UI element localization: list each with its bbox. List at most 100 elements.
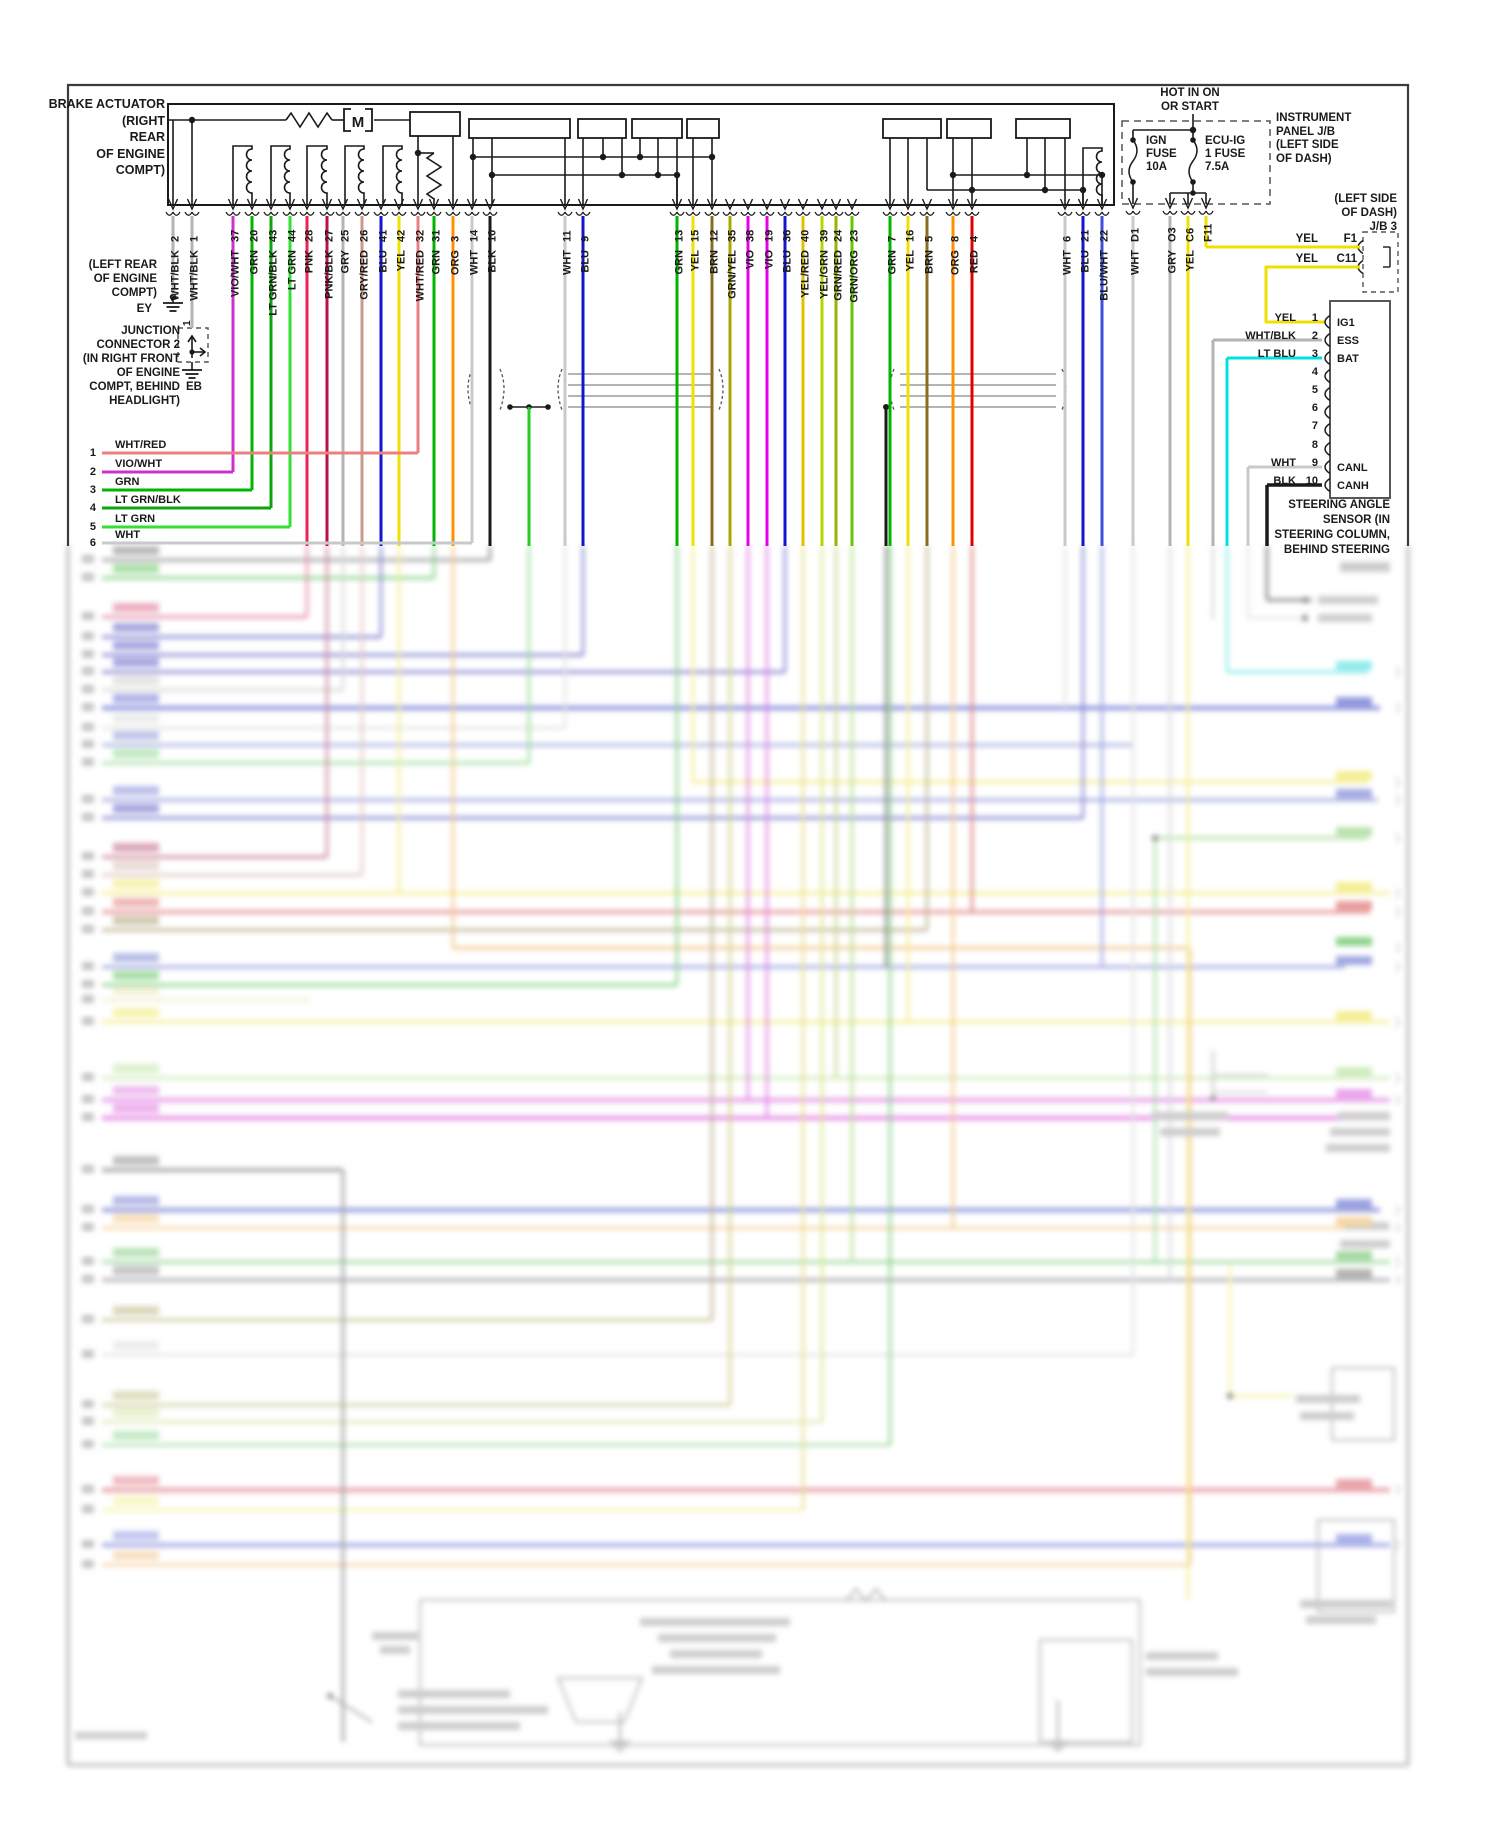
blurred-pin-number <box>82 1400 94 1408</box>
blurred-wire-label <box>113 1476 159 1485</box>
junction-dot <box>949 171 957 179</box>
blurred-wire-label <box>113 1156 159 1165</box>
pin-arrow <box>884 198 896 211</box>
pin-arrow <box>1059 198 1071 211</box>
blurred-pin-number <box>82 685 94 693</box>
ey-ground-label: EY <box>136 303 152 315</box>
blurred-wire-label <box>113 861 159 870</box>
blurred-component-box <box>1317 1519 1395 1613</box>
resistor-h <box>285 111 333 129</box>
pin-color-label: GRN/ORG <box>849 250 861 303</box>
pin-connector-arcs <box>225 211 241 216</box>
pin-number: 3 <box>450 236 462 242</box>
pin-arrow <box>393 198 405 211</box>
blurred-pin-number <box>82 813 94 821</box>
solenoid-coil <box>382 145 403 205</box>
blurred-wire-label <box>113 916 159 925</box>
component-box <box>468 118 571 139</box>
pin-number: 44 <box>287 229 299 242</box>
junction-dot <box>1301 596 1309 604</box>
blurred-wire-label <box>113 1531 159 1540</box>
pin-color-label: BLK <box>487 250 499 273</box>
blurred-wire-label <box>113 1408 159 1417</box>
jc2-pin-number: 1 <box>182 320 193 326</box>
blurred-wire-label <box>113 731 159 740</box>
junction-connector2-box <box>177 327 209 363</box>
component-box <box>882 118 942 139</box>
pin-connector-arcs <box>844 211 860 216</box>
pin-color-label: GRN <box>887 250 899 275</box>
pin-number: C6 <box>1185 228 1197 242</box>
junction-dot <box>507 404 513 410</box>
blurred-wire-label <box>113 1196 159 1205</box>
pin-connector-arcs <box>445 211 461 216</box>
pin-connector-arcs <box>740 211 756 216</box>
ign-fuse-label: IGN FUSE 10A <box>1146 135 1177 173</box>
blurred-wire-label <box>1336 1199 1372 1208</box>
sensor-wire-color: WHT/BLK <box>1245 330 1296 342</box>
blurred-wire-label <box>1336 901 1372 910</box>
pin-color-label: WHT/RED <box>415 250 427 301</box>
junction-dot <box>1079 186 1087 194</box>
pin-arrow <box>301 198 313 211</box>
blurred-text <box>1318 596 1378 604</box>
pin-color-label: ORG <box>450 250 462 275</box>
blurred-chevrons <box>845 1587 887 1603</box>
blurred-wire-label <box>1336 771 1372 780</box>
pin-connector-arcs <box>1125 210 1141 215</box>
sensor-wire-color: LT BLU <box>1258 348 1296 360</box>
blurred-wire-label <box>1336 1269 1372 1278</box>
structure: M1 <box>66 83 1410 546</box>
blurred-wire-label <box>113 1431 159 1440</box>
blurred-text <box>1340 1240 1390 1248</box>
pin-number: 14 <box>469 229 481 242</box>
pin-number: 31 <box>431 230 443 242</box>
pin-number: 23 <box>849 230 861 242</box>
pin-connector-arcs <box>1094 211 1110 216</box>
blurred-pin-number <box>82 723 94 731</box>
pin-arrow <box>337 198 349 211</box>
pin-number: 13 <box>674 230 686 242</box>
blurred-text <box>380 1646 410 1654</box>
sensor-wire-color: YEL <box>1275 312 1297 324</box>
pin-arrow <box>1182 197 1194 210</box>
sensor-pin-number: 1 <box>1312 312 1318 324</box>
blurred-wire-label <box>113 694 159 703</box>
blurred-wire-label <box>113 843 159 852</box>
c11-pin-label: C11 <box>1336 253 1357 265</box>
pin-number: 42 <box>396 230 408 242</box>
blurred-wire-label <box>1336 1251 1372 1260</box>
jb3-box <box>1362 231 1399 293</box>
pin-arrow <box>447 198 459 211</box>
pin-color-label: BLU/WHT <box>1099 250 1111 301</box>
sensor-pin-number: 7 <box>1312 420 1318 432</box>
pin-connector-arcs <box>759 211 775 216</box>
sensor-pin-name: CANL <box>1337 462 1368 474</box>
blurred-connector-arc <box>1395 832 1400 844</box>
c11-wire-color-label: YEL <box>1295 253 1318 265</box>
blurred-pin-number <box>82 555 94 563</box>
sensor-pin-number: 10 <box>1306 475 1318 487</box>
blurred-connector-arc <box>1395 1072 1400 1084</box>
blurred-text <box>1338 1112 1390 1120</box>
blurred-component-box <box>419 1599 1141 1746</box>
blurred-connector-arc <box>1395 776 1400 788</box>
blurred-pin-number <box>82 888 94 896</box>
sensor-pin-number: 5 <box>1312 384 1318 396</box>
blurred-pin-number <box>82 870 94 878</box>
junction-dot <box>708 153 716 161</box>
pin-connector-arcs <box>945 211 961 216</box>
blurred-pin-number <box>82 980 94 988</box>
blurred-wire-label <box>113 676 159 685</box>
pin-arrow <box>356 198 368 211</box>
pin-color-label: VIO <box>764 250 776 269</box>
solenoid-coil <box>344 145 365 205</box>
pin-arrow <box>1077 198 1089 211</box>
pin-number: 12 <box>709 230 721 242</box>
pin-color-label: BLU <box>1080 250 1092 273</box>
blurred-text <box>1296 1395 1360 1403</box>
blurred-pin-number <box>82 573 94 581</box>
pin-number: 36 <box>782 230 794 242</box>
